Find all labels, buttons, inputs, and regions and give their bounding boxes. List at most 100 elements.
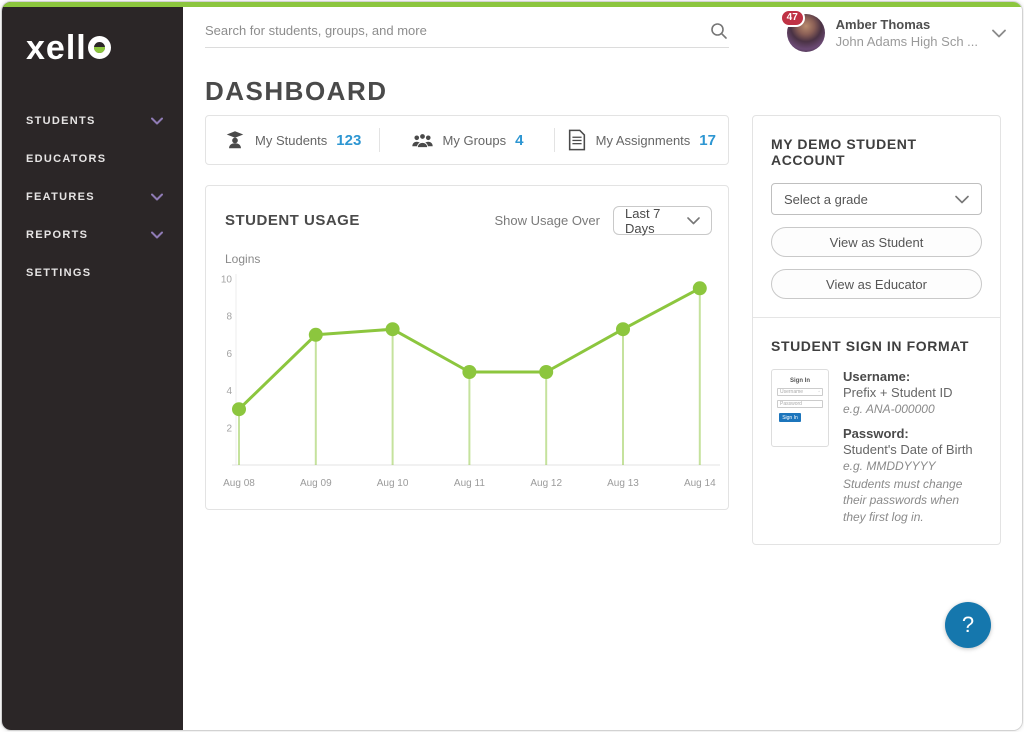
y-tick-label: 6: [226, 349, 232, 360]
xello-logo[interactable]: xell: [2, 29, 183, 68]
chevron-down-icon: [151, 193, 163, 201]
sidebar-item-label: REPORTS: [26, 229, 89, 241]
chevron-down-icon: [151, 117, 163, 125]
chevron-down-icon: [687, 213, 700, 228]
chart-header: STUDENT USAGE Show Usage Over Last 7 Day…: [206, 205, 728, 236]
sidebar-item-settings[interactable]: SETTINGS: [2, 254, 183, 292]
grade-select[interactable]: Select a grade: [771, 183, 982, 215]
user-menu[interactable]: 47 Amber Thomas John Adams High Sch ...: [779, 9, 1006, 52]
chevron-down-icon: [992, 29, 1006, 38]
user-info: Amber Thomas John Adams High Sch ...: [836, 17, 978, 49]
sidebar-item-educators[interactable]: EDUCATORS: [2, 140, 183, 178]
thumb-username-field: Username ◦: [777, 388, 823, 396]
x-tick-label: Aug 10: [377, 478, 409, 489]
stat-my-groups[interactable]: My Groups 4: [380, 116, 553, 164]
sidebar-item-label: EDUCATORS: [26, 153, 107, 165]
select-value: Select a grade: [784, 191, 868, 207]
thumb-signin-title: Sign In: [790, 378, 810, 384]
stat-label: My Groups: [442, 132, 507, 148]
stat-my-students[interactable]: My Students 123: [206, 116, 379, 164]
signin-info: Username: Prefix + Student ID e.g. ANA-0…: [843, 369, 982, 526]
username-format: Prefix + Student ID: [843, 384, 953, 400]
x-tick-label: Aug 08: [223, 478, 255, 489]
search-input[interactable]: [205, 23, 709, 38]
y-axis-label: Logins: [225, 252, 261, 266]
stat-value: 4: [515, 131, 524, 149]
sidebar-item-reports[interactable]: REPORTS: [2, 216, 183, 254]
sidebar-item-students[interactable]: STUDENTS: [2, 102, 183, 140]
sidebar-item-label: STUDENTS: [26, 115, 96, 127]
view-as-student-button[interactable]: View as Student: [771, 227, 982, 257]
thumb-username-placeholder: Username: [780, 389, 804, 395]
logo-text: xell: [26, 29, 87, 67]
chart-filter: Show Usage Over Last 7 Days: [494, 205, 712, 236]
username-label: Username:: [843, 369, 911, 384]
usage-chart: 2 4 6 8 10 Aug 08 Aug 09 Aug 10 Aug 11 Aug 12 Aug …: [221, 274, 720, 489]
chart-title: STUDENT USAGE: [225, 212, 360, 229]
x-tick-label: Aug 09: [300, 478, 332, 489]
filter-label: Show Usage Over: [494, 213, 601, 228]
page-title: DASHBOARD: [205, 76, 388, 106]
data-point[interactable]: [385, 322, 400, 337]
sidebar: xell STUDENTS EDUCATORS FEATURES REPORTS…: [2, 2, 183, 730]
stat-label: My Assignments: [595, 132, 691, 148]
chevron-down-icon: [955, 192, 969, 207]
thumb-signin-button: Sign In: [779, 413, 801, 422]
signin-format-row: Sign In Username ◦ Password Sign In Usern…: [771, 369, 982, 526]
help-button[interactable]: ?: [945, 602, 991, 648]
group-icon: [411, 129, 434, 151]
username-example: e.g. ANA-000000: [843, 401, 935, 416]
signin-preview-thumbnail: Sign In Username ◦ Password Sign In: [771, 369, 829, 447]
dropdown-value: Last 7 Days: [625, 205, 661, 236]
data-point[interactable]: [539, 365, 554, 379]
x-tick-label: Aug 11: [454, 478, 485, 489]
divider: [553, 128, 555, 152]
notification-badge: 47: [779, 9, 805, 27]
view-as-educator-button[interactable]: View as Educator: [771, 269, 982, 299]
x-tick-label: Aug 12: [530, 478, 562, 489]
brand-top-bar: [2, 2, 1022, 7]
stat-value: 123: [336, 131, 362, 149]
y-tick-label: 2: [226, 423, 232, 434]
stats-card: My Students 123 My Groups 4 My Assignmen…: [205, 115, 729, 165]
data-point[interactable]: [692, 281, 707, 296]
user-name: Amber Thomas: [835, 17, 931, 32]
divider: [379, 128, 381, 152]
demo-panel-title: MY DEMO STUDENT ACCOUNT: [771, 136, 917, 168]
password-label: Password:: [843, 426, 909, 442]
student-usage-card: STUDENT USAGE Show Usage Over Last 7 Day…: [205, 185, 729, 510]
signin-format-title: STUDENT SIGN IN FORMAT: [771, 338, 970, 354]
usage-period-dropdown[interactable]: Last 7 Days: [613, 205, 712, 236]
topbar: 47 Amber Thomas John Adams High Sch ...: [183, 7, 1022, 64]
sidebar-item-label: FEATURES: [26, 191, 95, 203]
stat-value: 17: [699, 131, 716, 149]
sidebar-item-features[interactable]: FEATURES: [2, 178, 183, 216]
data-point[interactable]: [308, 327, 323, 342]
password-format: Student's Date of Birth: [843, 442, 973, 458]
sidebar-nav: STUDENTS EDUCATORS FEATURES REPORTS SETT…: [2, 102, 183, 292]
y-tick-label: 8: [226, 312, 232, 323]
divider: [753, 317, 1000, 318]
student-icon: [224, 129, 246, 151]
x-tick-label: Aug 13: [607, 478, 639, 489]
data-point[interactable]: [616, 322, 630, 337]
demo-account-panel: MY DEMO STUDENT ACCOUNT Select a grade V…: [752, 115, 1001, 546]
thumb-password-field: Password: [777, 400, 823, 408]
avatar: 47: [779, 9, 825, 52]
y-tick-label: 4: [226, 386, 232, 397]
password-note: Students must change their passwords whe…: [843, 476, 963, 525]
data-point[interactable]: [462, 365, 477, 379]
search-icon[interactable]: [709, 21, 729, 41]
stat-my-assignments[interactable]: My Assignments 17: [555, 116, 728, 164]
sidebar-item-label: SETTINGS: [26, 267, 92, 279]
stat-label: My Students: [255, 132, 328, 148]
chevron-down-icon: [151, 231, 163, 239]
data-point[interactable]: [232, 402, 246, 417]
info-circle-icon: ◦: [818, 389, 820, 395]
user-organization: John Adams High Sch ...: [835, 34, 978, 49]
main-content: DASHBOARD My Students 123 My Groups 4: [183, 64, 1022, 730]
password-example: e.g. MMDDYYYY: [843, 459, 936, 474]
x-tick-label: Aug 14: [684, 478, 716, 489]
thumb-password-placeholder: Password: [780, 401, 802, 407]
